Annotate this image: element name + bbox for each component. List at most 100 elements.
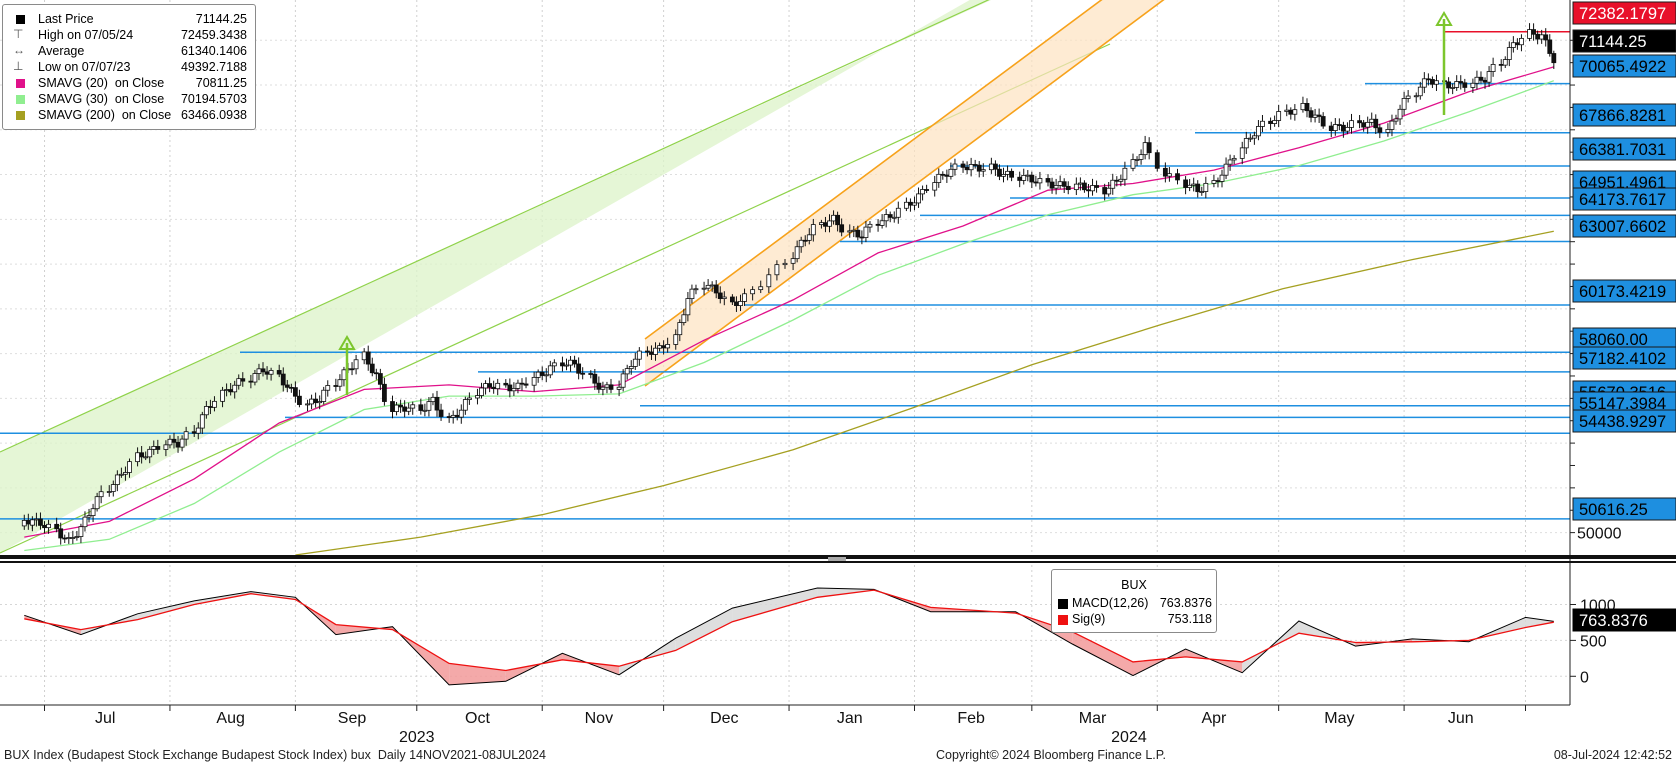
panel-drag-handle (828, 557, 846, 561)
candle-body (560, 362, 565, 367)
candle-body (713, 284, 719, 294)
macd-legend-row-signal: Sig(9) 753.118 (1058, 612, 1212, 628)
candle-body (1243, 138, 1249, 149)
candle-body (1223, 163, 1229, 176)
candle-body (693, 288, 699, 291)
legend-row-sma30: SMAVG (30) on Close 70194.5703 (3, 92, 255, 108)
candle-body (1146, 142, 1152, 154)
candle-body (968, 164, 974, 171)
candle-body (576, 363, 582, 374)
candle-body (82, 516, 88, 528)
candle-body (1328, 125, 1334, 132)
candle-body (895, 207, 901, 218)
candle-body (66, 537, 72, 539)
candle-body (802, 239, 808, 242)
price-label-text: 60173.4219 (1579, 283, 1666, 301)
candle-body (1045, 178, 1051, 183)
candle-body (1332, 124, 1338, 132)
candle-body (1365, 121, 1371, 128)
candle-body (495, 382, 501, 390)
candle-body (645, 350, 650, 353)
price-label-text: 63007.6602 (1579, 218, 1666, 236)
candle-body (685, 298, 691, 316)
candle-body (1029, 174, 1035, 183)
candle-body (276, 370, 282, 375)
candle-body (361, 351, 367, 361)
candle-body (734, 301, 739, 307)
candle-body (1535, 33, 1541, 40)
x-year-label: 2024 (1111, 729, 1147, 746)
candle-body (750, 289, 756, 295)
candle-body (280, 373, 286, 386)
candle-body (705, 284, 711, 289)
candle-body (127, 461, 132, 473)
candle-body (1300, 102, 1306, 111)
candle-body (422, 409, 428, 412)
candle-body (1033, 181, 1039, 184)
candle-body (564, 364, 569, 367)
candle-body (236, 378, 242, 386)
price-label-text: 70065.4922 (1579, 58, 1666, 76)
candle-body (993, 163, 998, 170)
macd-divergence-fill (732, 587, 818, 622)
candle-body (742, 293, 747, 302)
x-month-label: Mar (1079, 710, 1107, 727)
candle-body (661, 345, 667, 349)
price-label-text: 71144.25 (1579, 33, 1647, 51)
candle-body (252, 373, 258, 383)
candle-body (1195, 183, 1201, 193)
candle-body (1049, 181, 1055, 189)
candle-body (1017, 176, 1023, 181)
candle-body (34, 518, 39, 521)
footer-copyright: Copyright© 2024 Bloomberg Finance L.P. (936, 748, 1166, 762)
candle-body (1239, 147, 1245, 159)
price-candles (21, 23, 1557, 545)
candle-body (1256, 126, 1261, 137)
candle-body (709, 284, 715, 287)
candle-body (353, 359, 359, 370)
candle-body (774, 264, 780, 276)
macd-divergence-fill (1525, 617, 1554, 628)
candle-body (458, 409, 464, 418)
price-label-box (1572, 214, 1676, 238)
candle-body (151, 446, 157, 450)
candle-body (1527, 29, 1532, 39)
candle-body (1191, 183, 1197, 186)
price-label-box (1572, 29, 1676, 53)
candle-body (608, 384, 614, 390)
candle-body (681, 314, 687, 323)
candle-body (738, 301, 743, 307)
candle-body (863, 226, 869, 238)
candle-body (1425, 78, 1431, 81)
candle-body (1389, 120, 1395, 130)
candle-body (183, 431, 189, 440)
candle-body (94, 496, 100, 510)
candle-body (1413, 95, 1419, 98)
red-square-icon (1058, 615, 1068, 625)
green-channel-upper-line (0, 0, 990, 453)
candle-body (1106, 187, 1112, 195)
price-label-box (1572, 1, 1676, 25)
candle-body (1519, 37, 1524, 46)
candle-body (390, 401, 395, 412)
light-green-square-icon (16, 95, 25, 104)
candle-body (721, 296, 727, 299)
candle-body (175, 441, 181, 448)
candle-body (1369, 118, 1375, 123)
candle-body (1138, 154, 1144, 160)
candle-body (932, 182, 938, 191)
candle-body (1057, 181, 1063, 186)
candle-body (228, 389, 234, 393)
candle-body (1531, 29, 1536, 35)
candle-body (592, 373, 598, 384)
candle-body (1434, 80, 1439, 85)
candle-body (588, 373, 594, 375)
legend-row-sma200: SMAVG (200) on Close 63466.0938 (3, 108, 255, 124)
candle-body (434, 396, 440, 411)
candle-body (260, 368, 266, 373)
candle-body (1187, 184, 1193, 188)
x-month-label: Jul (95, 710, 115, 727)
candle-body (572, 359, 577, 365)
candle-body (543, 374, 549, 377)
candle-body (952, 163, 958, 170)
